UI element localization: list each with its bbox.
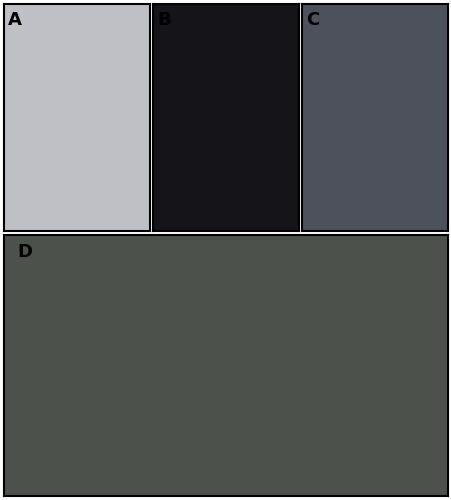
Text: B: B — [157, 11, 170, 29]
Text: D: D — [17, 243, 32, 261]
Text: C: C — [306, 11, 319, 29]
Text: A: A — [8, 11, 22, 29]
